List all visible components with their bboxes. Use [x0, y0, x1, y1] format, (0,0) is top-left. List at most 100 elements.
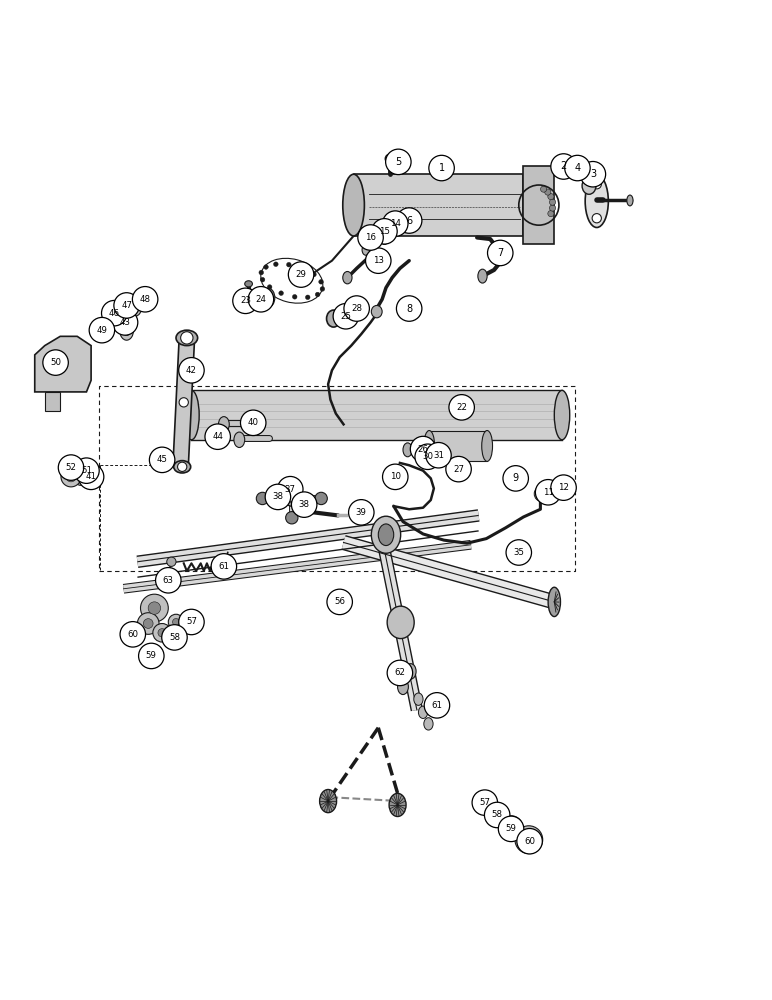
Circle shape — [477, 793, 493, 809]
Text: 43: 43 — [120, 318, 130, 327]
Text: 8: 8 — [406, 304, 412, 314]
Text: 28: 28 — [351, 304, 362, 313]
Circle shape — [205, 424, 230, 449]
Text: 4: 4 — [574, 163, 581, 173]
Text: 27: 27 — [453, 465, 464, 474]
Circle shape — [397, 208, 422, 233]
Circle shape — [547, 485, 559, 497]
Text: 60: 60 — [524, 837, 535, 846]
Text: 35: 35 — [513, 548, 524, 557]
Circle shape — [137, 613, 159, 634]
Ellipse shape — [184, 390, 199, 440]
Circle shape — [300, 266, 305, 271]
Circle shape — [535, 480, 560, 505]
Polygon shape — [173, 339, 195, 465]
Circle shape — [319, 279, 323, 284]
Circle shape — [482, 798, 488, 805]
Circle shape — [87, 470, 94, 476]
Text: 14: 14 — [390, 219, 401, 228]
Circle shape — [411, 436, 435, 462]
Ellipse shape — [120, 309, 127, 317]
Circle shape — [372, 219, 397, 244]
Circle shape — [211, 554, 236, 579]
Circle shape — [241, 410, 266, 436]
Ellipse shape — [380, 231, 389, 244]
Ellipse shape — [118, 305, 129, 321]
Ellipse shape — [371, 305, 382, 318]
Circle shape — [178, 462, 187, 471]
Polygon shape — [354, 174, 523, 236]
Circle shape — [113, 310, 137, 335]
Circle shape — [178, 358, 204, 383]
Circle shape — [233, 288, 258, 314]
Circle shape — [259, 270, 263, 275]
Text: 26: 26 — [418, 445, 428, 454]
Circle shape — [550, 154, 576, 179]
Text: 63: 63 — [163, 576, 174, 585]
Circle shape — [485, 802, 510, 828]
Text: 60: 60 — [127, 630, 138, 639]
Ellipse shape — [405, 664, 416, 679]
Ellipse shape — [585, 175, 608, 227]
Text: 9: 9 — [513, 473, 519, 483]
Circle shape — [132, 287, 157, 312]
Circle shape — [139, 643, 164, 669]
Text: 47: 47 — [121, 301, 132, 310]
Circle shape — [144, 619, 153, 628]
Text: 52: 52 — [66, 463, 76, 472]
Circle shape — [425, 442, 451, 468]
Circle shape — [506, 540, 531, 565]
Ellipse shape — [120, 320, 134, 340]
Circle shape — [515, 826, 543, 854]
Circle shape — [418, 447, 428, 458]
Circle shape — [488, 240, 513, 266]
Circle shape — [315, 492, 327, 505]
Circle shape — [581, 161, 606, 187]
Circle shape — [333, 304, 358, 329]
Text: 7: 7 — [497, 248, 503, 258]
Ellipse shape — [550, 199, 556, 205]
Circle shape — [415, 444, 440, 470]
Ellipse shape — [385, 154, 394, 163]
Text: 3: 3 — [590, 169, 596, 179]
Circle shape — [61, 467, 81, 487]
Ellipse shape — [398, 679, 408, 695]
Circle shape — [73, 468, 90, 485]
Circle shape — [153, 624, 171, 642]
Polygon shape — [35, 336, 91, 392]
Circle shape — [493, 809, 503, 818]
Circle shape — [550, 475, 576, 500]
Circle shape — [349, 500, 374, 525]
Ellipse shape — [327, 310, 340, 327]
Text: 57: 57 — [186, 617, 197, 626]
Circle shape — [592, 214, 601, 223]
Text: 59: 59 — [506, 824, 516, 833]
Circle shape — [277, 476, 303, 502]
Polygon shape — [429, 431, 487, 461]
Text: 16: 16 — [365, 233, 376, 242]
Ellipse shape — [418, 706, 428, 718]
Circle shape — [499, 816, 523, 839]
Text: 46: 46 — [109, 309, 120, 318]
Text: 22: 22 — [456, 403, 467, 412]
Text: 30: 30 — [422, 452, 433, 461]
Ellipse shape — [387, 606, 414, 639]
Text: 1: 1 — [438, 163, 445, 173]
Circle shape — [181, 332, 193, 344]
Text: 5: 5 — [395, 157, 401, 167]
Ellipse shape — [548, 211, 554, 217]
Circle shape — [387, 660, 412, 686]
Ellipse shape — [111, 316, 117, 326]
Circle shape — [424, 693, 449, 718]
Circle shape — [90, 317, 114, 343]
Ellipse shape — [403, 443, 412, 457]
Circle shape — [273, 262, 278, 267]
Text: 49: 49 — [96, 326, 107, 335]
Circle shape — [289, 262, 313, 287]
Circle shape — [315, 292, 320, 297]
Text: 25: 25 — [340, 312, 351, 321]
Ellipse shape — [131, 300, 139, 311]
Text: 38: 38 — [273, 492, 283, 501]
Circle shape — [397, 296, 422, 321]
Text: 61: 61 — [432, 701, 442, 710]
